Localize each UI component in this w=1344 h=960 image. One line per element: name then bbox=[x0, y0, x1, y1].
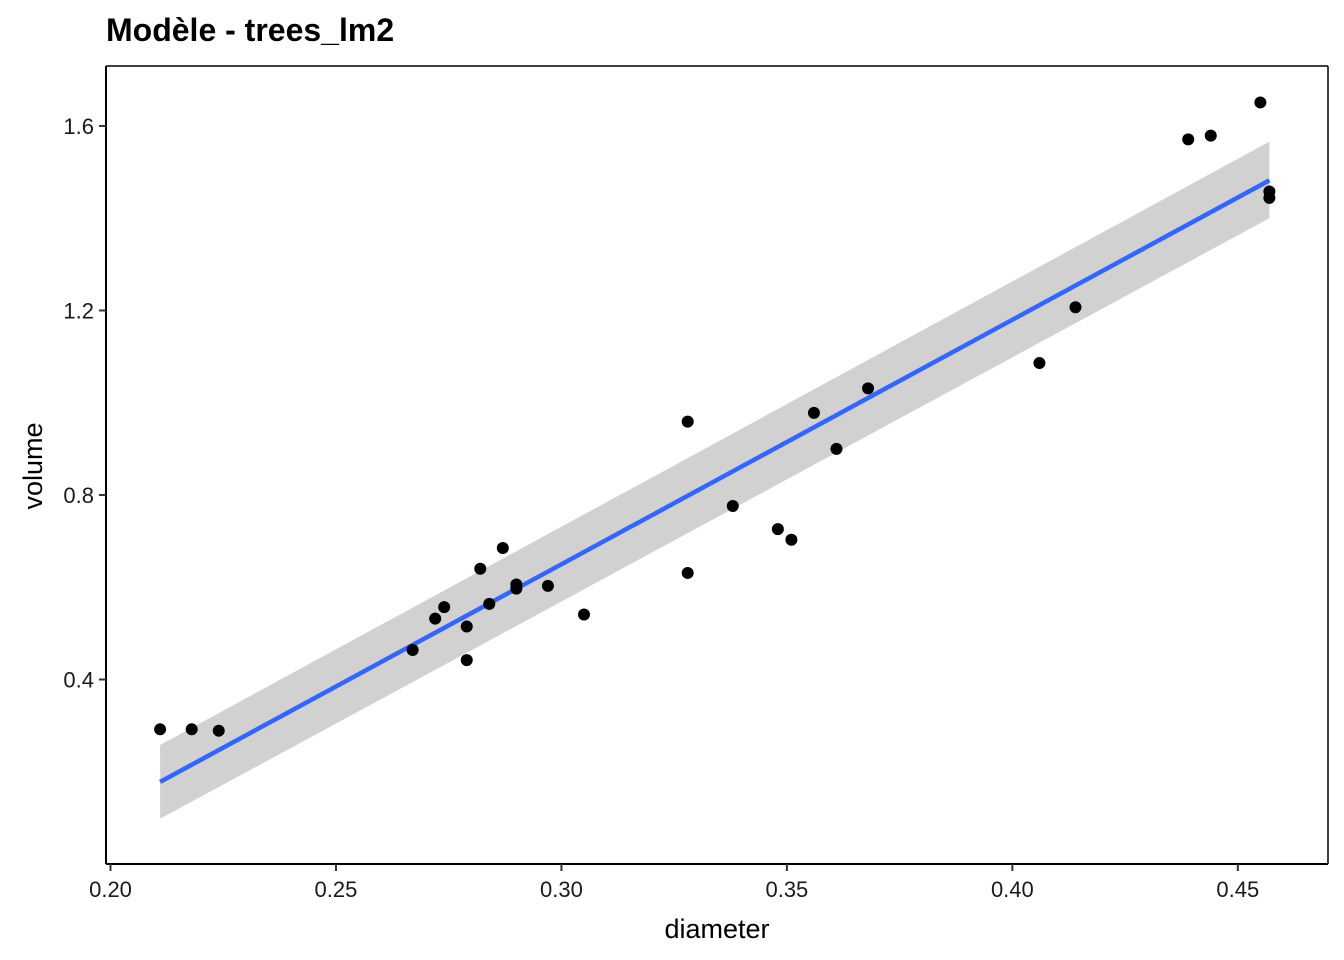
fit-line-layer bbox=[159, 178, 1271, 784]
data-point bbox=[510, 578, 523, 591]
y-tick-label: 1.2 bbox=[63, 298, 94, 323]
x-tick-label: 0.25 bbox=[315, 877, 358, 902]
x-tick-label: 0.45 bbox=[1216, 877, 1259, 902]
data-point bbox=[771, 523, 784, 536]
y-tick-label: 0.4 bbox=[63, 667, 94, 692]
data-point bbox=[1182, 133, 1195, 146]
chart-title: Modèle - trees_lm2 bbox=[106, 12, 395, 48]
data-point bbox=[862, 382, 875, 395]
data-point bbox=[406, 643, 419, 656]
y-tick-label: 0.8 bbox=[63, 483, 94, 508]
axes-layer: 0.20 0.25 0.30 0.35 0.40 0.45 0.4 0.8 1.2 1.6 bbox=[63, 65, 1329, 902]
data-point bbox=[212, 724, 225, 737]
data-point bbox=[429, 612, 442, 625]
data-point bbox=[483, 597, 496, 610]
x-tick-label: 0.30 bbox=[540, 877, 583, 902]
data-point bbox=[1069, 301, 1082, 314]
y-tick-label: 1.6 bbox=[63, 114, 94, 139]
data-point bbox=[460, 620, 473, 633]
data-point bbox=[830, 442, 843, 455]
data-point bbox=[577, 608, 590, 621]
x-tick-label: 0.40 bbox=[991, 877, 1034, 902]
data-point bbox=[1263, 191, 1276, 204]
data-point bbox=[807, 406, 820, 419]
data-points-layer bbox=[154, 96, 1276, 737]
data-point bbox=[474, 562, 487, 575]
data-point bbox=[496, 542, 509, 555]
x-tick-label: 0.20 bbox=[89, 877, 132, 902]
data-point bbox=[1204, 129, 1217, 142]
data-point bbox=[1033, 357, 1046, 370]
data-point bbox=[541, 579, 554, 592]
data-point bbox=[681, 415, 694, 428]
data-point bbox=[460, 654, 473, 667]
data-point bbox=[1254, 96, 1267, 109]
data-point bbox=[681, 566, 694, 579]
data-point bbox=[438, 601, 451, 614]
data-point bbox=[154, 723, 167, 736]
data-point bbox=[185, 723, 198, 736]
x-axis-label: diameter bbox=[664, 914, 769, 944]
regression-line bbox=[159, 178, 1271, 784]
data-point bbox=[726, 500, 739, 513]
data-point bbox=[785, 533, 798, 546]
x-tick-label: 0.35 bbox=[765, 877, 808, 902]
y-axis-label: volume bbox=[18, 422, 48, 509]
